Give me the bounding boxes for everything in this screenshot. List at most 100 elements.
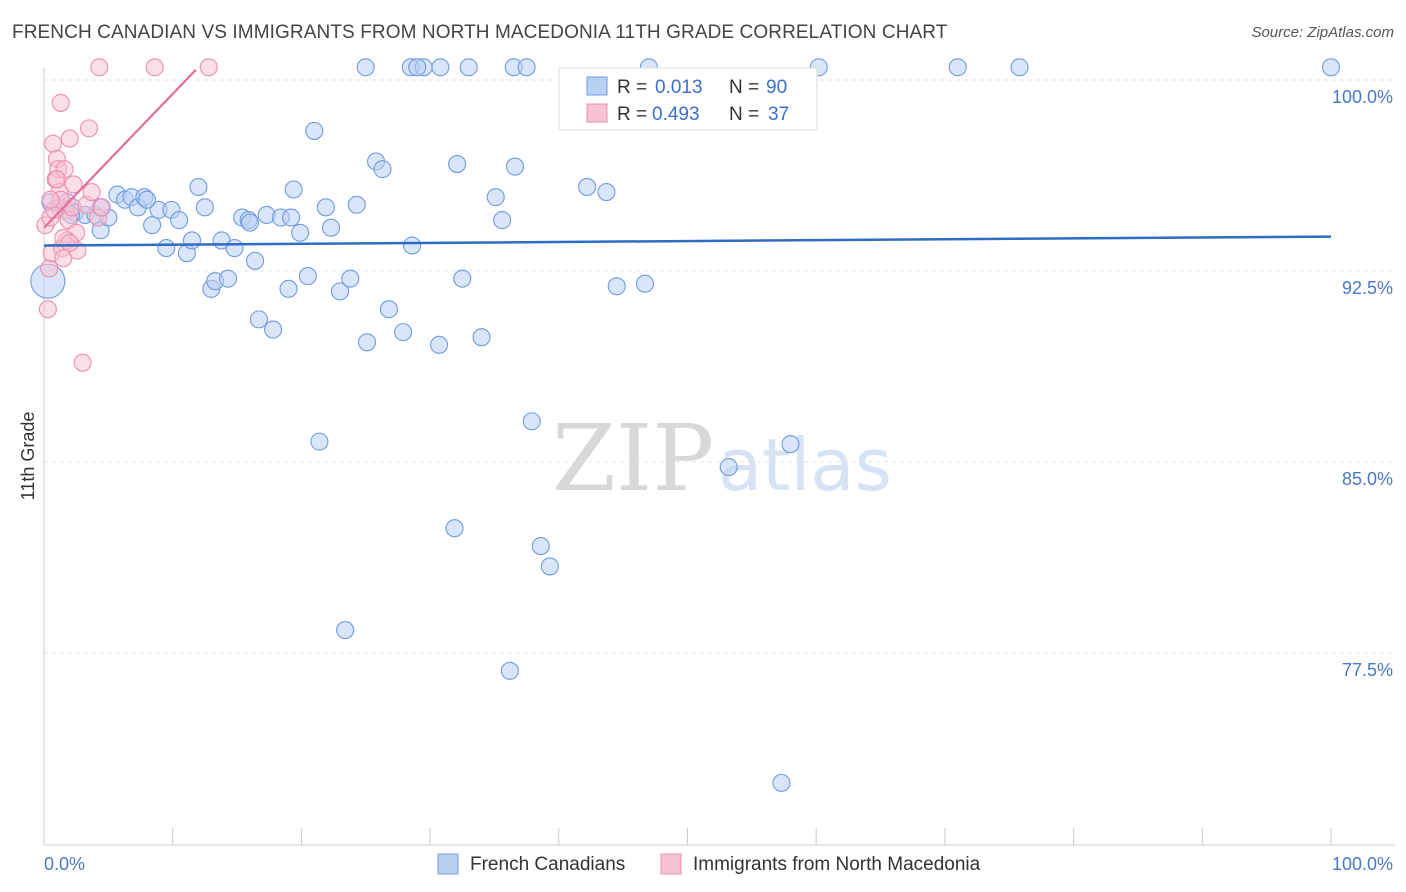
point-french-canadians-50	[379, 300, 398, 319]
bottom-legend-label-french-canadians: French Canadians	[470, 854, 625, 875]
point-french-canadians-86	[137, 190, 157, 209]
point-french-canadians-39	[305, 121, 324, 140]
point-french-canadians-46	[347, 195, 366, 214]
point-north-macedonia-2	[40, 259, 59, 278]
chart-source: Source: ZipAtlas.com	[1251, 24, 1394, 41]
x-axis-ticks	[43, 828, 1332, 845]
point-north-macedonia-19	[64, 175, 83, 194]
point-french-canadians-30	[246, 251, 265, 270]
point-french-canadians-41	[316, 198, 335, 217]
bottom-legend-swatch-french-canadians	[437, 853, 459, 875]
legend-r-value-1: 0.013	[655, 77, 703, 98]
legend-n-label-1: N =	[729, 77, 759, 98]
point-french-canadians-84	[500, 661, 519, 680]
point-french-canadians-65	[597, 183, 616, 202]
point-french-canadians-36	[284, 180, 303, 199]
point-french-canadians-70	[781, 435, 800, 454]
point-french-canadians-58	[486, 188, 505, 207]
point-north-macedonia-25	[82, 183, 101, 202]
point-french-canadians-33	[264, 320, 283, 339]
trend-line-north-macedonia	[43, 69, 197, 229]
point-french-canadians-59	[493, 211, 512, 230]
point-french-canadians-67	[635, 274, 655, 293]
point-french-canadians-37	[291, 223, 310, 242]
trend-line-french-canadians	[43, 235, 1332, 247]
watermark-zip: ZIP	[552, 405, 714, 512]
point-french-canadians-49	[373, 160, 392, 179]
point-french-canadians-71	[356, 58, 375, 77]
point-french-canadians-47	[357, 333, 377, 352]
point-french-canadians-26	[218, 269, 238, 288]
point-north-macedonia-30	[199, 58, 218, 77]
point-french-canadians-87	[282, 208, 301, 227]
point-french-canadians-56	[445, 519, 464, 538]
point-french-canadians-45	[341, 269, 360, 288]
point-north-macedonia-36	[41, 190, 60, 209]
trend-lines	[43, 69, 1332, 247]
point-french-canadians-20	[182, 231, 202, 250]
chart-title: FRENCH CANADIAN VS IMMIGRANTS FROM NORTH…	[12, 22, 948, 43]
point-french-canadians-63	[540, 557, 559, 576]
point-french-canadians-35	[279, 279, 298, 298]
point-french-canadians-77	[517, 58, 536, 77]
point-north-macedonia-29	[145, 58, 164, 77]
y-axis-tick-labels: 100.0% 92.5% 85.0% 77.5%	[1332, 87, 1393, 680]
series-legend: French Canadians Immigrants from North M…	[437, 853, 981, 875]
point-north-macedonia-34	[60, 233, 79, 253]
point-french-canadians-57	[472, 328, 491, 347]
bottom-legend-label-north-macedonia: Immigrants from North Macedonia	[693, 854, 981, 875]
point-french-canadians-14	[143, 216, 162, 235]
point-french-canadians-78	[408, 58, 427, 77]
point-north-macedonia-5	[43, 134, 63, 153]
point-french-canadians-53	[430, 335, 449, 354]
point-french-canadians-88	[240, 213, 259, 232]
point-french-canadians-75	[459, 58, 478, 77]
point-french-canadians-81	[948, 58, 967, 77]
y-tick-label-3: 77.5%	[1342, 660, 1393, 680]
legend-n-value-2: 37	[768, 104, 789, 125]
x-tick-label-max: 100.0%	[1332, 854, 1393, 874]
point-french-canadians-69	[772, 773, 791, 792]
point-french-canadians-55	[453, 269, 472, 288]
point-north-macedonia-12	[54, 249, 73, 268]
legend-r-label-1: R =	[617, 77, 647, 98]
point-french-canadians-43	[330, 282, 350, 301]
legend-swatch-north-macedonia	[586, 103, 608, 123]
x-tick-label-min: 0.0%	[44, 854, 85, 874]
point-french-canadians-38	[298, 267, 317, 286]
bottom-legend-swatch-north-macedonia	[660, 853, 682, 875]
point-french-canadians-31	[249, 310, 268, 329]
point-french-canadians-44	[336, 621, 355, 640]
point-french-canadians-40	[310, 432, 329, 451]
point-french-canadians-64	[578, 177, 597, 197]
point-french-canadians-52	[403, 236, 422, 255]
point-french-canadians-83	[1321, 58, 1341, 77]
point-north-macedonia-27	[92, 198, 111, 217]
legend-n-value-1: 90	[766, 77, 787, 98]
point-french-canadians-66	[607, 277, 626, 296]
y-tick-label-2: 85.0%	[1342, 469, 1393, 489]
gridlines	[44, 79, 1395, 654]
point-french-canadians-60	[505, 157, 525, 176]
legend-n-label-2: N =	[729, 104, 759, 125]
y-axis-label: 11th Grade	[18, 412, 38, 501]
point-french-canadians-62	[531, 536, 550, 556]
point-french-canadians-16	[157, 239, 176, 258]
watermark-atlas: atlas	[718, 423, 892, 507]
point-north-macedonia-10	[51, 93, 70, 112]
series-north-macedonia-points	[36, 58, 218, 372]
legend-swatch-french-canadians	[586, 76, 608, 96]
point-north-macedonia-28	[90, 58, 109, 77]
point-north-macedonia-1	[38, 300, 57, 319]
legend-r-value-2: 0.493	[652, 104, 700, 125]
point-french-canadians-54	[448, 154, 467, 174]
y-tick-label-1: 92.5%	[1342, 278, 1393, 298]
correlation-legend: R = 0.013 N = 90 R = 0.493 N = 37	[558, 67, 818, 131]
point-french-canadians-61	[522, 412, 541, 431]
legend-r-label-2: R =	[617, 104, 647, 125]
point-french-canadians-74	[431, 58, 450, 77]
point-north-macedonia-24	[79, 119, 99, 138]
point-french-canadians-68	[719, 458, 738, 477]
y-tick-label-0: 100.0%	[1332, 87, 1393, 107]
